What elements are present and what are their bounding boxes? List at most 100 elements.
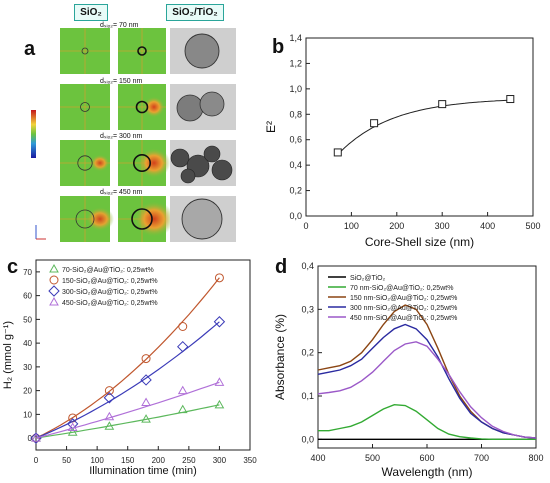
panel-d-letter: d [275, 256, 288, 278]
legend-entry: 300-SiO₂@Au@TiO₂: 0,25wt% [62, 289, 158, 296]
series-line-2 [317, 304, 537, 439]
tem-particle [176, 94, 204, 122]
fit-line-2 [35, 321, 220, 439]
y-tick-label: 0,6 [289, 135, 302, 145]
data-point [177, 385, 188, 395]
y-tick-label: 0,4 [301, 261, 314, 271]
row-label-150: dₛᵢₒ₂= 150 nm [100, 78, 143, 85]
y-tick-label: 1,0 [289, 84, 302, 94]
data-point [177, 404, 188, 414]
axis-icon [35, 225, 46, 240]
tem-particle [180, 168, 196, 184]
fit-curve [337, 99, 511, 155]
legend-entry: 450 nm-SiO₂@Au@TiO₂: 0,25wt% [350, 315, 457, 322]
fit-line-3 [35, 381, 220, 439]
field-hotspot-sio2-2 [90, 154, 110, 172]
y-tick-label: 0,0 [289, 211, 302, 221]
data-point [213, 316, 226, 328]
particle-outline-tio2-1 [135, 100, 149, 114]
y-tick-label: 1,4 [289, 33, 302, 43]
chart-b: 0 100 200 300 400 500 0,0 0,2 0,4 0,6 0,8 1,0 1,2 1,4… [264, 33, 541, 249]
legend-entry: SiO₂@TiO₂ [350, 275, 386, 282]
x-tick-label: 200 [389, 221, 404, 231]
y-axis-label: E² [264, 121, 278, 133]
y-tick-label: 0,3 [301, 304, 314, 314]
x-tick-label: 500 [525, 221, 540, 231]
series-line-3 [317, 323, 537, 439]
legend-entry: 70-SiO₂@Au@TiO₂: 0,25wt% [62, 267, 154, 274]
y-tick-label: 0,2 [301, 348, 314, 358]
data-point [67, 422, 78, 431]
x-tick-label: 150 [121, 456, 135, 465]
data-point [141, 354, 151, 364]
particle-outline-tio2-2 [133, 154, 152, 173]
particle-outline-sio2-0 [81, 47, 89, 55]
data-point [506, 95, 515, 104]
tem-particle [203, 145, 221, 163]
data-point [333, 148, 342, 157]
x-tick-label: 700 [474, 453, 489, 463]
field-hotspot-tio2-2 [137, 148, 171, 178]
data-point [49, 275, 59, 285]
y-axis-label: Absorbance (%) [273, 314, 287, 400]
y-tick-label: 60 [23, 292, 32, 301]
y-tick-label: 30 [23, 363, 32, 372]
data-point [103, 392, 116, 404]
data-point [177, 340, 189, 353]
y-tick-label: 1,2 [289, 58, 302, 68]
tem-particle [184, 33, 220, 69]
header-sio2-tio2: SiO₂/TiO₂ [166, 4, 224, 21]
data-point [31, 433, 41, 442]
x-tick-label: 250 [182, 456, 196, 465]
chart-d: 400 500 600 700 800 0,0 0,1 0,2 0,3 0,4 Wavelength… [273, 261, 544, 479]
x-tick-label: 600 [419, 453, 434, 463]
x-tick-label: 300 [213, 456, 227, 465]
x-axis-label: Wavelength (nm) [382, 465, 473, 479]
x-axis-label: Illumination time (min) [89, 465, 197, 477]
legend-entry: 150 nm-SiO₂@Au@TiO₂: 0,25wt% [350, 295, 457, 302]
x-tick-label: 400 [480, 221, 495, 231]
field-hotspot-tio2-1 [143, 96, 165, 118]
particle-outline-sio2-2 [77, 155, 93, 171]
plot-frame [317, 265, 537, 449]
x-tick-label: 800 [528, 453, 543, 463]
x-tick-label: 500 [365, 453, 380, 463]
data-point [104, 386, 114, 396]
x-tick-label: 300 [435, 221, 450, 231]
y-tick-label: 0,2 [289, 186, 302, 196]
data-point [67, 427, 78, 436]
data-point [178, 322, 188, 331]
x-tick-label: 350 [243, 456, 257, 465]
row-label-70: dₛᵢₒ₂= 70 nm [100, 22, 139, 29]
colorbar [31, 110, 36, 158]
tem-particle [211, 159, 233, 181]
y-tick-label: 0,4 [289, 160, 302, 170]
legend-entry: 150-SiO₂@Au@TiO₂: 0,25wt% [62, 278, 158, 285]
data-point [104, 421, 115, 430]
data-point [214, 399, 225, 409]
panel-b-letter: b [272, 36, 285, 58]
x-axis-label: Core-Shell size (nm) [365, 235, 474, 249]
panel-a-letter: a [24, 38, 36, 60]
y-tick-label: 0,8 [289, 109, 302, 119]
y-axis-label: H₂ (mmol g⁻¹) [2, 321, 14, 389]
y-tick-label: 0 [28, 434, 33, 443]
y-tick-label: 0,0 [301, 434, 314, 444]
data-point [214, 377, 225, 386]
tem-particle [199, 91, 225, 117]
y-tick-label: 0,1 [301, 391, 314, 401]
panel-c-letter: c [7, 256, 19, 278]
field-hotspot-sio2-3 [86, 207, 114, 231]
x-tick-label: 0 [303, 221, 308, 231]
panel-a-field-maps [31, 28, 236, 242]
legend-entry: 70 nm-SiO₂@Au@TiO₂: 0,25wt% [350, 285, 453, 292]
x-tick-label: 400 [310, 453, 325, 463]
tem-particle [181, 198, 223, 240]
x-tick-label: 200 [152, 456, 166, 465]
y-tick-label: 50 [23, 315, 32, 324]
series-line-4 [317, 341, 537, 439]
data-point [30, 432, 42, 444]
data-point [49, 296, 59, 306]
x-tick-label: 0 [34, 456, 39, 465]
y-tick-label: 40 [23, 339, 32, 348]
